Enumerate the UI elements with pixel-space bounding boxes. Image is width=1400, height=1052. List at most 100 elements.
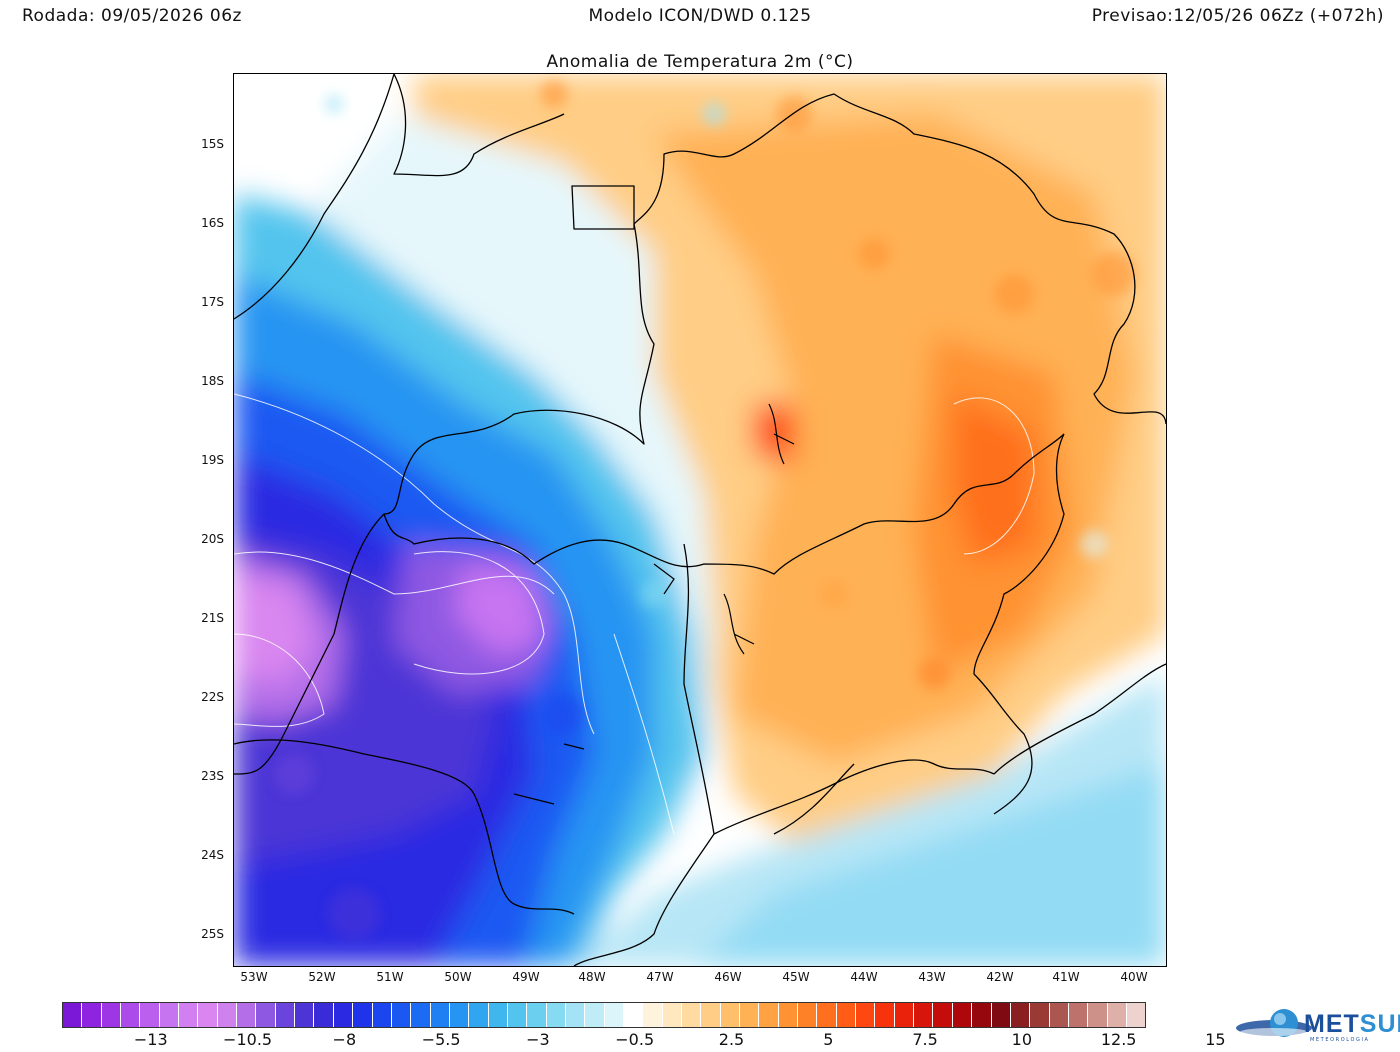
- color-scale-swatch: [295, 1003, 315, 1027]
- lat-label: 15S: [201, 137, 224, 151]
- color-scale-tick-label: 7.5: [912, 1030, 938, 1049]
- color-scale-swatch: [237, 1003, 257, 1027]
- color-scale-swatch: [411, 1003, 431, 1027]
- color-scale-swatch: [798, 1003, 818, 1027]
- color-scale-swatch: [991, 1003, 1011, 1027]
- color-scale-swatch: [914, 1003, 934, 1027]
- color-scale-swatch: [817, 1003, 837, 1027]
- color-scale-swatch: [101, 1003, 122, 1027]
- lon-label: 46W: [714, 970, 742, 984]
- color-scale-tick-label: −8: [332, 1030, 357, 1049]
- color-scale-swatch: [585, 1003, 605, 1027]
- color-scale-swatch: [275, 1003, 296, 1027]
- forecast-time-label: Previsao:12/05/26 06Zz (+072h): [1091, 6, 1384, 26]
- metsul-logo-subtitle: METEOROLOGIA: [1310, 1037, 1370, 1043]
- color-scale-swatch: [527, 1003, 547, 1027]
- color-scale-swatch: [778, 1003, 799, 1027]
- lon-label: 45W: [782, 970, 810, 984]
- color-scale-swatch: [333, 1003, 354, 1027]
- lon-label: 44W: [850, 970, 878, 984]
- lon-label: 47W: [646, 970, 674, 984]
- color-scale-swatch: [353, 1003, 373, 1027]
- color-scale-swatch: [701, 1003, 721, 1027]
- color-scale-swatch: [1030, 1003, 1050, 1027]
- color-scale-tick-label: 2.5: [718, 1030, 745, 1049]
- lon-label: 53W: [240, 970, 268, 984]
- color-scale-swatch: [179, 1003, 199, 1027]
- lon-label: 40W: [1120, 970, 1148, 984]
- color-scale-swatch: [1049, 1003, 1069, 1027]
- color-scale-swatch: [63, 1003, 83, 1027]
- color-scale-swatch: [159, 1003, 180, 1027]
- color-scale-swatch: [720, 1003, 741, 1027]
- color-scale-swatch: [972, 1003, 992, 1027]
- color-scale-swatch: [372, 1003, 392, 1027]
- lat-label: 25S: [201, 927, 224, 941]
- lat-label: 19S: [201, 453, 224, 467]
- color-scale-swatch: [198, 1003, 218, 1027]
- color-scale-swatch: [623, 1003, 644, 1027]
- color-scale-tick-label: 10: [1011, 1030, 1033, 1049]
- color-scale-bar: [62, 1002, 1146, 1028]
- lon-label: 42W: [986, 970, 1014, 984]
- color-scale-swatch: [546, 1003, 566, 1027]
- lon-label: 41W: [1052, 970, 1080, 984]
- temperature-anomaly-map: [234, 74, 1166, 966]
- lat-label: 18S: [201, 374, 224, 388]
- color-scale-tick-label: −0.5: [615, 1030, 655, 1049]
- lat-label: 24S: [201, 848, 224, 862]
- lon-label: 51W: [376, 970, 404, 984]
- color-scale-tick-label: 12.5: [1100, 1030, 1137, 1049]
- color-scale-swatch: [1010, 1003, 1031, 1027]
- map-panel[interactable]: [233, 73, 1167, 967]
- color-scale-tick-label: 5: [823, 1030, 834, 1049]
- color-scale-swatch: [1107, 1003, 1127, 1027]
- color-scale-swatch: [875, 1003, 895, 1027]
- lat-label: 20S: [201, 532, 224, 546]
- lat-label: 23S: [201, 769, 224, 783]
- color-scale-swatch: [856, 1003, 876, 1027]
- color-scale-swatch: [682, 1003, 702, 1027]
- lat-label: 17S: [201, 295, 224, 309]
- color-scale-swatch: [391, 1003, 412, 1027]
- lon-label: 50W: [444, 970, 472, 984]
- color-scale-swatch: [469, 1003, 489, 1027]
- metsul-logo-icon: [1236, 1009, 1312, 1037]
- lon-label: 48W: [578, 970, 606, 984]
- color-scale-swatch: [740, 1003, 760, 1027]
- color-scale-swatch: [565, 1003, 586, 1027]
- metsul-logo-text: METSUL: [1304, 1010, 1400, 1038]
- lon-label: 49W: [512, 970, 540, 984]
- color-scale-swatch: [82, 1003, 102, 1027]
- color-scale-swatch: [256, 1003, 276, 1027]
- model-name-label: Modelo ICON/DWD 0.125: [588, 6, 812, 26]
- color-scale-swatch: [1068, 1003, 1089, 1027]
- color-scale-swatch: [952, 1003, 973, 1027]
- color-scale-swatch: [894, 1003, 915, 1027]
- lon-label: 52W: [308, 970, 336, 984]
- lon-label: 43W: [918, 970, 946, 984]
- color-scale-swatch: [1126, 1003, 1146, 1027]
- color-scale-swatch: [430, 1003, 450, 1027]
- color-scale-swatch: [449, 1003, 470, 1027]
- run-time-label: Rodada: 09/05/2026 06z: [22, 6, 242, 26]
- color-scale-swatch: [643, 1003, 663, 1027]
- lat-label: 16S: [201, 216, 224, 230]
- color-scale-tick-label: −13: [133, 1030, 168, 1049]
- color-scale-swatch: [488, 1003, 508, 1027]
- color-scale-tick-label: −5.5: [421, 1030, 461, 1049]
- color-scale-swatch: [507, 1003, 528, 1027]
- color-scale-swatch: [121, 1003, 141, 1027]
- color-scale-swatch: [217, 1003, 238, 1027]
- color-scale-swatch: [933, 1003, 953, 1027]
- color-scale-swatch: [314, 1003, 334, 1027]
- color-scale-swatch: [604, 1003, 624, 1027]
- color-scale-swatch: [759, 1003, 779, 1027]
- lat-label: 22S: [201, 690, 224, 704]
- color-scale-tick-label: 15: [1205, 1030, 1226, 1049]
- color-scale-tick-label: −3: [526, 1030, 550, 1049]
- color-scale-swatch: [1088, 1003, 1108, 1027]
- lat-label: 21S: [201, 611, 224, 625]
- color-scale-tick-label: −10.5: [223, 1030, 273, 1049]
- map-title: Anomalia de Temperatura 2m (°C): [546, 52, 854, 72]
